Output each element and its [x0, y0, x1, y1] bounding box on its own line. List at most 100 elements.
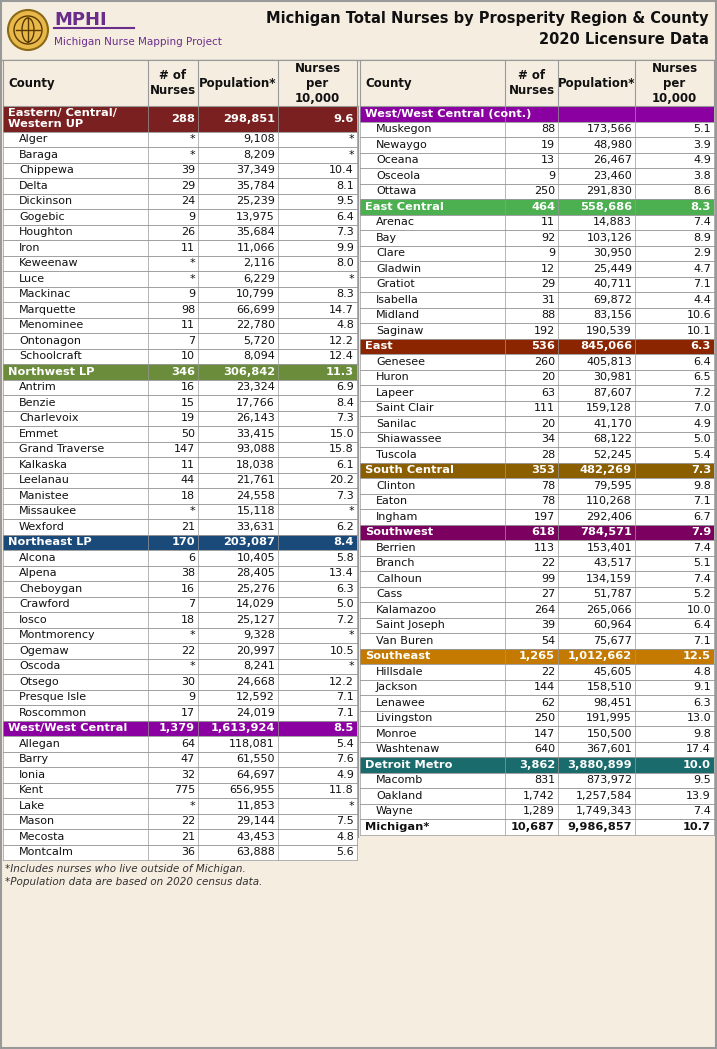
Text: 1,257,584: 1,257,584 [576, 791, 632, 800]
Text: Wexford: Wexford [19, 521, 65, 532]
Text: Oceana: Oceana [376, 155, 419, 166]
Text: 6.4: 6.4 [693, 357, 711, 367]
Text: 103,126: 103,126 [587, 233, 632, 242]
Text: 9: 9 [548, 249, 555, 258]
Text: 13: 13 [541, 155, 555, 166]
Text: 10,799: 10,799 [236, 290, 275, 299]
Bar [360, 447, 714, 463]
Text: 38: 38 [181, 569, 195, 578]
Bar [3, 209, 357, 224]
Text: 51,787: 51,787 [593, 590, 632, 599]
Text: 78: 78 [541, 496, 555, 507]
Bar [3, 535, 357, 550]
Text: 113: 113 [534, 542, 555, 553]
Text: Tuscola: Tuscola [376, 450, 417, 459]
Text: *: * [189, 150, 195, 159]
Text: Keweenaw: Keweenaw [19, 258, 79, 269]
Text: 17,766: 17,766 [236, 398, 275, 408]
Text: 39: 39 [541, 620, 555, 630]
Text: Iron: Iron [19, 242, 40, 253]
Bar [360, 230, 714, 245]
Text: 11,066: 11,066 [237, 242, 275, 253]
Text: 7.4: 7.4 [693, 217, 711, 228]
Text: 64,697: 64,697 [236, 770, 275, 779]
Text: Benzie: Benzie [19, 398, 57, 408]
Text: 64: 64 [181, 738, 195, 749]
Text: 26,143: 26,143 [236, 413, 275, 424]
Text: 7.5: 7.5 [336, 816, 354, 827]
Text: 367,601: 367,601 [587, 744, 632, 754]
Text: 21,761: 21,761 [236, 475, 275, 486]
Text: 2.9: 2.9 [693, 249, 711, 258]
Bar [360, 199, 714, 214]
Text: 41,170: 41,170 [593, 419, 632, 429]
Text: 3,862: 3,862 [519, 759, 555, 770]
Text: 32: 32 [181, 770, 195, 779]
Text: Ogemaw: Ogemaw [19, 646, 69, 656]
Text: Genesee: Genesee [376, 357, 425, 367]
Bar [3, 519, 357, 535]
Text: 118,081: 118,081 [229, 738, 275, 749]
Bar [360, 602, 714, 618]
Text: 43,453: 43,453 [236, 832, 275, 842]
Bar [3, 814, 357, 829]
Text: 10.0: 10.0 [683, 759, 711, 770]
Text: *: * [189, 800, 195, 811]
Text: 98: 98 [181, 305, 195, 315]
Text: 5.0: 5.0 [693, 434, 711, 444]
Text: 69,872: 69,872 [593, 295, 632, 305]
Text: Schoolcraft: Schoolcraft [19, 351, 82, 361]
Text: 12.2: 12.2 [329, 677, 354, 687]
Text: Otsego: Otsego [19, 677, 59, 687]
Text: 203,087: 203,087 [223, 537, 275, 548]
Bar [3, 488, 357, 504]
Text: 8,094: 8,094 [243, 351, 275, 361]
Bar [3, 581, 357, 597]
Text: 13.0: 13.0 [686, 713, 711, 723]
Text: 558,686: 558,686 [580, 201, 632, 212]
Text: *: * [348, 507, 354, 516]
Text: Eaton: Eaton [376, 496, 408, 507]
Text: 52,245: 52,245 [593, 450, 632, 459]
Bar [360, 261, 714, 277]
Text: Shiawassee: Shiawassee [376, 434, 442, 444]
Bar [3, 380, 357, 395]
Text: 40,711: 40,711 [593, 279, 632, 290]
Text: Huron: Huron [376, 372, 409, 382]
Bar [360, 152, 714, 168]
Text: Western UP: Western UP [8, 120, 83, 129]
Bar [360, 122, 714, 137]
Text: 7: 7 [188, 336, 195, 346]
Text: 2,116: 2,116 [243, 258, 275, 269]
Bar [3, 736, 357, 751]
Text: 8.5: 8.5 [333, 724, 354, 733]
Text: 29: 29 [541, 279, 555, 290]
Text: *: * [348, 134, 354, 145]
Bar [3, 410, 357, 426]
Text: Sanilac: Sanilac [376, 419, 417, 429]
Text: Saginaw: Saginaw [376, 326, 423, 336]
Text: 7.1: 7.1 [693, 636, 711, 646]
Text: 29,144: 29,144 [236, 816, 275, 827]
Bar [3, 705, 357, 721]
Text: Charlevoix: Charlevoix [19, 413, 78, 424]
Text: Jackson: Jackson [376, 682, 419, 692]
Text: 6.3: 6.3 [336, 584, 354, 594]
Text: 144: 144 [533, 682, 555, 692]
Text: Macomb: Macomb [376, 775, 423, 786]
Text: Muskegon: Muskegon [376, 124, 432, 134]
Text: Van Buren: Van Buren [376, 636, 433, 646]
Text: 4.9: 4.9 [693, 419, 711, 429]
Text: 30,981: 30,981 [593, 372, 632, 382]
Text: *: * [189, 258, 195, 269]
Bar [3, 504, 357, 519]
Text: 6.3: 6.3 [690, 341, 711, 351]
Text: 5.4: 5.4 [693, 450, 711, 459]
Text: 33,415: 33,415 [237, 429, 275, 438]
Text: 12.5: 12.5 [683, 651, 711, 661]
Text: Southwest: Southwest [365, 528, 433, 537]
Text: 17: 17 [181, 708, 195, 718]
Bar [3, 659, 357, 675]
Text: Chippewa: Chippewa [19, 166, 74, 175]
Text: Delta: Delta [19, 180, 49, 191]
